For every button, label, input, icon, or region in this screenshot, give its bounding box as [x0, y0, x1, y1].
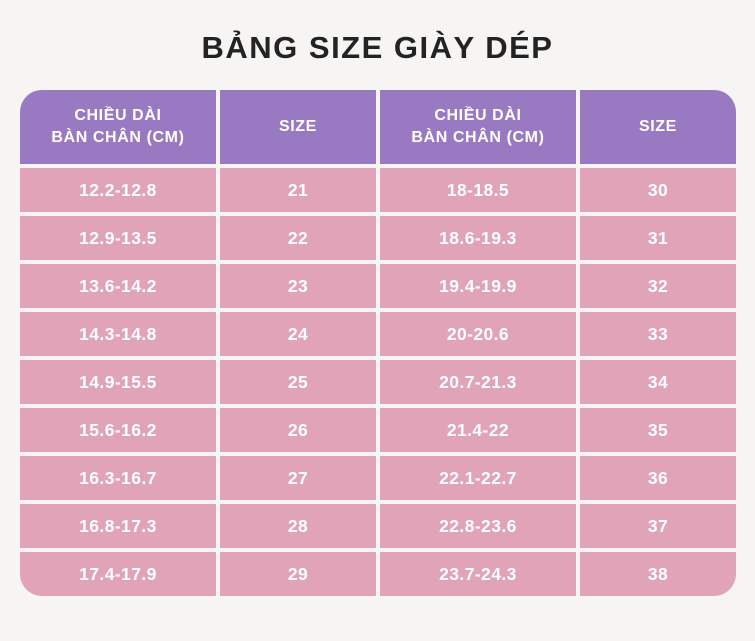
foot-length-cell: 14.9-15.5 [19, 360, 217, 404]
foot-length-cell: 16.3-16.7 [19, 456, 217, 500]
size-cell: 21 [220, 168, 376, 212]
foot-length-cell: 18.6-19.3 [379, 216, 577, 260]
foot-length-cell: 22.1-22.7 [379, 456, 577, 500]
size-cell: 25 [220, 360, 376, 404]
header-size-right: SIZE [580, 90, 736, 164]
foot-length-cell: 13.6-14.2 [19, 264, 217, 308]
foot-length-cell: 19.4-19.9 [379, 264, 577, 308]
size-cell: 33 [580, 312, 736, 356]
size-cell: 22 [220, 216, 376, 260]
size-chart-table: CHIỀU DÀI BÀN CHÂN (CM) SIZE CHIỀU DÀI B… [19, 90, 736, 596]
size-cell: 31 [580, 216, 736, 260]
size-cell: 24 [220, 312, 376, 356]
size-cell: 28 [220, 504, 376, 548]
foot-length-cell: 15.6-16.2 [19, 408, 217, 452]
header-foot-length-right: CHIỀU DÀI BÀN CHÂN (CM) [379, 90, 577, 164]
foot-length-cell: 22.8-23.6 [379, 504, 577, 548]
size-cell: 36 [580, 456, 736, 500]
size-cell: 23 [220, 264, 376, 308]
foot-length-cell: 12.9-13.5 [19, 216, 217, 260]
page-title: BẢNG SIZE GIÀY DÉP [201, 30, 554, 65]
header-size-left: SIZE [220, 90, 376, 164]
foot-length-cell: 20.7-21.3 [379, 360, 577, 404]
size-cell: 37 [580, 504, 736, 548]
foot-length-cell: 17.4-17.9 [19, 552, 217, 596]
header-foot-length-left: CHIỀU DÀI BÀN CHÂN (CM) [19, 90, 217, 164]
foot-length-cell: 12.2-12.8 [19, 168, 217, 212]
foot-length-cell: 18-18.5 [379, 168, 577, 212]
size-cell: 26 [220, 408, 376, 452]
foot-length-cell: 16.8-17.3 [19, 504, 217, 548]
size-cell: 30 [580, 168, 736, 212]
size-cell: 27 [220, 456, 376, 500]
foot-length-cell: 14.3-14.8 [19, 312, 217, 356]
size-cell: 38 [580, 552, 736, 596]
foot-length-cell: 21.4-22 [379, 408, 577, 452]
size-cell: 34 [580, 360, 736, 404]
foot-length-cell: 20-20.6 [379, 312, 577, 356]
foot-length-cell: 23.7-24.3 [379, 552, 577, 596]
size-cell: 29 [220, 552, 376, 596]
size-cell: 32 [580, 264, 736, 308]
size-cell: 35 [580, 408, 736, 452]
